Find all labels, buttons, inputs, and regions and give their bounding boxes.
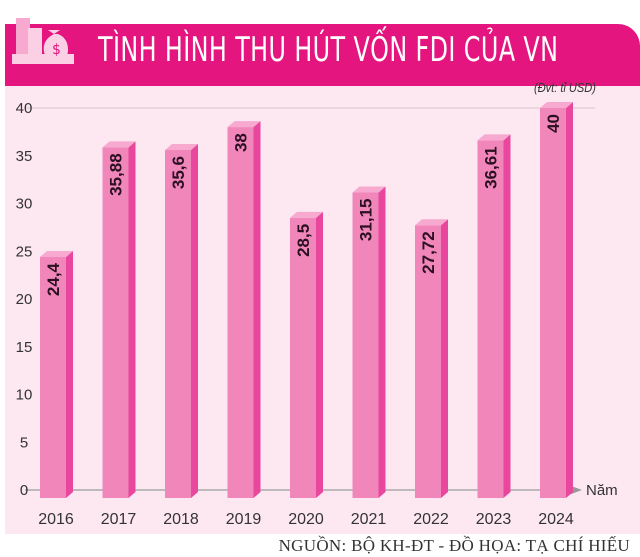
bar-side [316, 211, 323, 498]
y-tick-label: 30 [16, 196, 33, 213]
bar-top [477, 134, 511, 141]
bar-side [66, 250, 73, 498]
y-tick-label: 0 [20, 482, 28, 499]
bar-front [540, 108, 566, 498]
x-tick-label: 2020 [288, 511, 324, 528]
y-tick-label: 40 [16, 100, 33, 117]
bar-top [165, 144, 198, 151]
data-label: 36,61 [482, 146, 501, 189]
bar-top [540, 102, 573, 108]
x-tick-label: 2017 [101, 511, 137, 528]
bar-2021 [352, 186, 386, 498]
bar-top [102, 141, 136, 148]
title-banner [5, 24, 640, 86]
y-tick-label: 25 [16, 243, 33, 260]
bar-top [40, 250, 73, 257]
data-label: 28,5 [294, 224, 313, 257]
x-tick-label: 2022 [413, 511, 449, 528]
y-tick-label: 15 [16, 339, 33, 356]
y-tick-label: 20 [16, 291, 33, 308]
bar-2023 [477, 134, 511, 498]
x-tick-label: 2018 [163, 511, 199, 528]
bar-front [477, 140, 504, 498]
bar-top [352, 186, 386, 193]
y-tick-label: 10 [16, 387, 33, 404]
x-tick-label: 2019 [226, 511, 262, 528]
bar-side [566, 102, 573, 498]
data-label: 40 [544, 114, 563, 133]
bar-side [191, 144, 198, 498]
bar-side [253, 121, 261, 498]
svg-text:$: $ [52, 42, 61, 58]
data-label: 35,88 [107, 153, 126, 196]
data-label: 38 [232, 133, 251, 152]
bar-front [165, 150, 191, 498]
bar-2017 [102, 141, 136, 498]
bar-front [102, 147, 129, 498]
data-label: 27,72 [419, 231, 438, 274]
bar-top [415, 219, 448, 226]
x-tick-label: 2016 [38, 511, 74, 528]
data-label: 35,6 [169, 156, 188, 189]
source-credit: NGUỒN: BỘ KH-ĐT - ĐỒ HỌA: TẠ CHÍ HIẾU [278, 536, 630, 555]
bar-front [415, 225, 441, 499]
bar-front [290, 217, 316, 498]
bar-front [352, 192, 379, 498]
bar-2020 [290, 211, 323, 498]
x-tick-label: 2024 [538, 511, 574, 528]
x-tick-label: 2023 [476, 511, 512, 528]
bar-front [227, 127, 254, 498]
unit-label: (Đvt: tỉ USD) [533, 80, 596, 95]
bar-side [378, 186, 386, 498]
bar-side [128, 141, 136, 498]
data-label: 31,15 [357, 199, 376, 242]
chart-title: TÌNH HÌNH THU HÚT VỐN FDI CỦA VN [98, 30, 559, 70]
y-tick-label: 35 [16, 148, 33, 165]
y-tick-label: 5 [20, 434, 28, 451]
buildings-money-bag-icon: $ [12, 18, 74, 64]
bar-2018 [165, 144, 198, 498]
bar-top [227, 121, 261, 128]
bar-side [503, 134, 511, 498]
bar-2016 [40, 250, 73, 498]
x-tick-label: 2021 [351, 511, 387, 528]
bar-top [290, 211, 323, 218]
bar-front [40, 256, 66, 498]
bar-2024 [540, 102, 573, 498]
bar-2019 [227, 121, 261, 498]
x-axis-label: Năm [586, 482, 618, 499]
data-label: 24,4 [44, 262, 63, 296]
bar-2022 [415, 219, 448, 499]
bar-side [441, 219, 448, 499]
